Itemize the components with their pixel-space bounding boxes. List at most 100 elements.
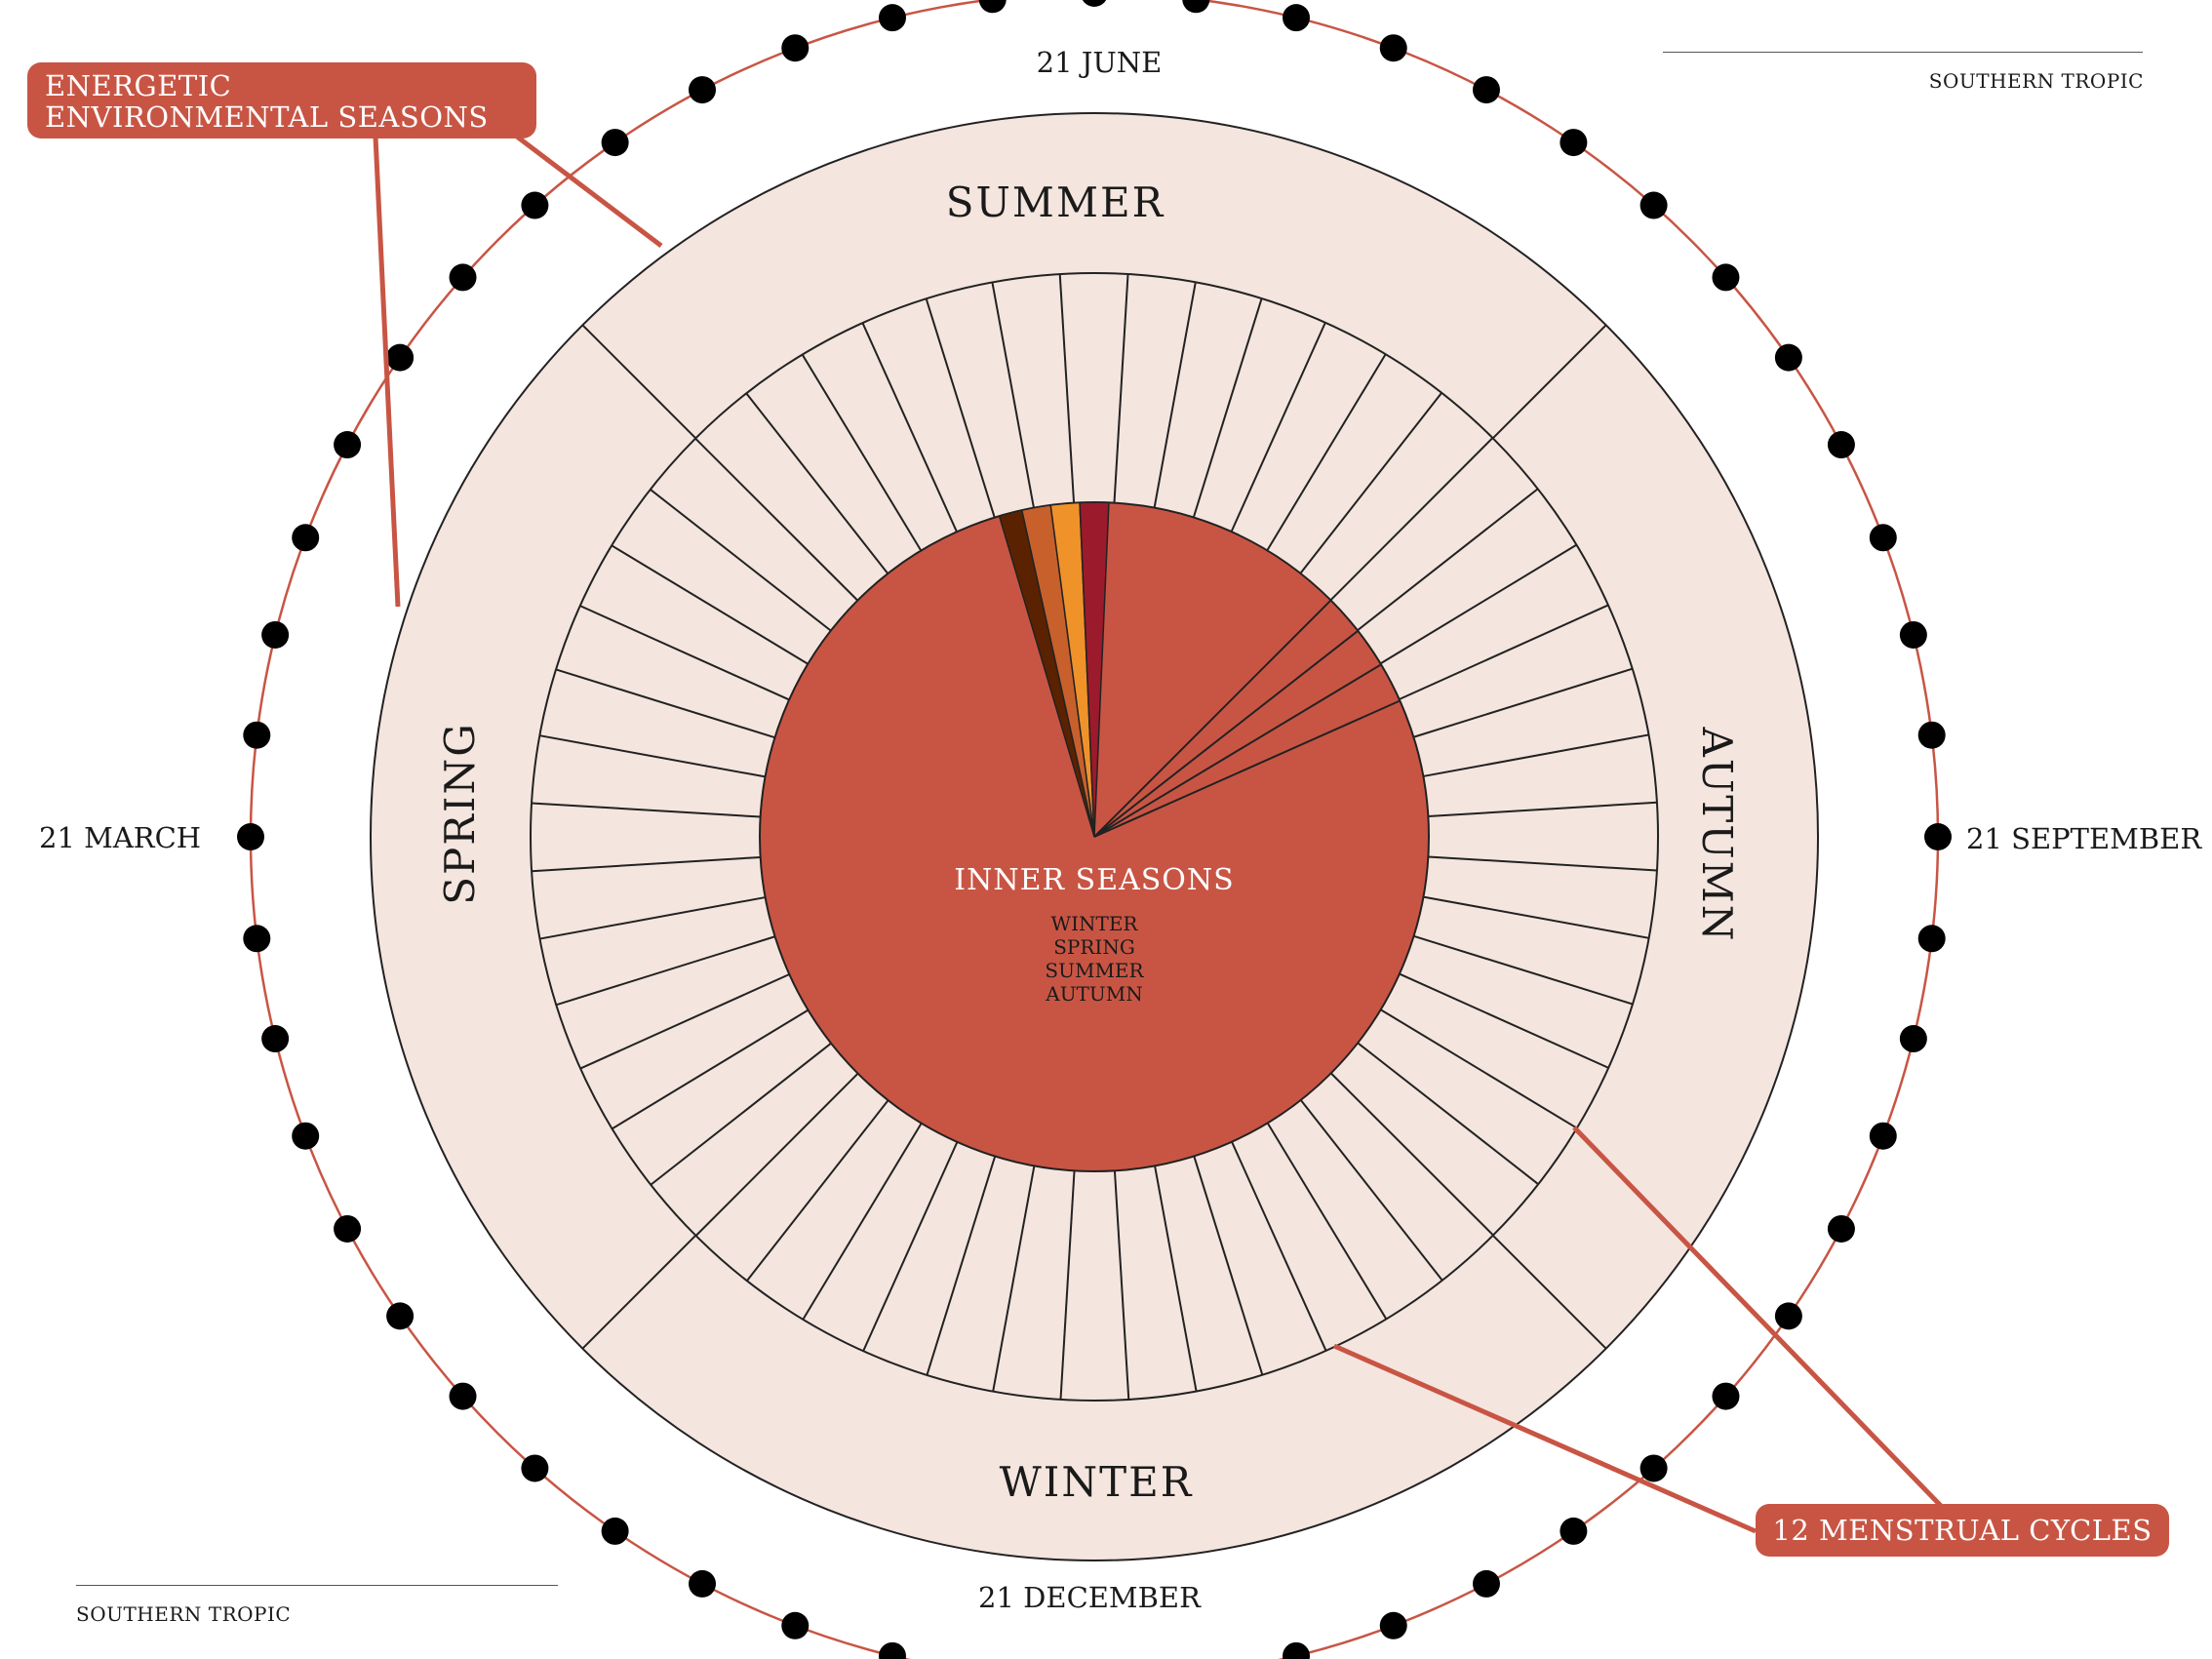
season-divider	[1492, 1235, 1607, 1350]
orbit-dot	[1917, 925, 1946, 953]
orbit-dot	[1869, 1122, 1897, 1150]
day-segment-line	[1230, 322, 1326, 533]
orbit-dot	[1917, 721, 1946, 749]
orbit-dot	[878, 1641, 906, 1659]
day-segment-line	[1413, 934, 1634, 1006]
day-segment-line	[1113, 1170, 1130, 1400]
orbit-dots	[237, 0, 1952, 1659]
inner-season-wedges	[998, 501, 1401, 838]
day-segment-line	[1266, 353, 1387, 551]
day-segment-line	[1357, 1042, 1539, 1185]
day-segment-line	[1153, 282, 1197, 508]
day-segment-line	[531, 802, 761, 818]
orbit-dot	[1283, 4, 1311, 32]
day-segment-line	[650, 489, 832, 632]
day-segment-line	[1413, 667, 1634, 738]
season-divider	[581, 324, 696, 439]
orbit-dot	[237, 823, 264, 850]
day-segment-line	[1266, 1122, 1388, 1320]
leader-menstrual-lower	[1332, 1343, 1758, 1534]
day-segment-line	[1299, 392, 1442, 574]
southern-tropic-label-top: SOUTHERN TROPIC	[1928, 69, 2144, 93]
day-segment-line	[802, 1123, 923, 1321]
season-label-winter: WINTER	[1000, 1458, 1194, 1506]
orbit-dot	[1379, 1611, 1407, 1639]
inner-season-spring: SPRING	[1053, 935, 1135, 959]
season-divider	[581, 1235, 696, 1350]
day-segment-line	[926, 1156, 997, 1376]
day-segment-line	[746, 1099, 889, 1282]
day-segment-line	[1399, 604, 1609, 700]
orbit-dot	[334, 431, 362, 459]
cycle-fan-line	[1093, 699, 1401, 838]
orbit-dot	[1560, 1517, 1588, 1545]
orbit-dot	[1472, 76, 1500, 104]
orbit-dot	[521, 191, 549, 219]
date-label-december: 21 DECEMBER	[978, 1581, 1202, 1614]
day-segment-line	[1380, 1008, 1578, 1129]
segment-lines	[531, 273, 1658, 1401]
callout-menstrual-cycles: 12 MENSTRUAL CYCLES	[1756, 1504, 2169, 1557]
inner-seasons-title: INNER SEASONS	[954, 863, 1234, 897]
orbit-dot	[386, 343, 415, 372]
day-segment-line	[1059, 1170, 1076, 1401]
day-segment-line	[1058, 274, 1076, 503]
day-segment-line	[1299, 1099, 1443, 1282]
inner-season-winter: WINTER	[1051, 912, 1139, 935]
day-segment-line	[611, 544, 809, 665]
inner-season-autumn: AUTUMN	[1045, 982, 1142, 1006]
orbit-dot	[1283, 1641, 1311, 1659]
orbit-dot	[1827, 431, 1855, 459]
orbit-dot	[1379, 34, 1407, 62]
day-segment-line	[1399, 972, 1609, 1069]
inner-season-summer: SUMMER	[1045, 959, 1144, 982]
day-segment-line	[1329, 1072, 1494, 1237]
season-label-autumn: AUTUMN	[1693, 727, 1741, 943]
orbit-dot	[1712, 263, 1740, 292]
orbit-dot	[386, 1302, 415, 1330]
day-segment-line	[1193, 1156, 1264, 1376]
day-segment-line	[991, 282, 1035, 508]
day-segment-line	[861, 322, 958, 533]
day-segment-line	[532, 855, 761, 873]
orbit-dot	[292, 1122, 320, 1150]
orbit-dot	[1082, 0, 1107, 7]
cycle-fan-line	[1093, 630, 1359, 838]
leader-energetic-left	[373, 136, 401, 608]
orbit-dot	[781, 34, 810, 62]
day-segment-line	[925, 297, 996, 518]
orbit-dot	[601, 1517, 629, 1545]
southern-tropic-label-bottom: SOUTHERN TROPIC	[76, 1602, 292, 1626]
wedge-autumn	[1079, 501, 1110, 838]
orbit-dot	[978, 0, 1007, 14]
day-segment-line	[862, 1141, 959, 1352]
tropic-bottom-rule	[76, 1585, 558, 1586]
day-segment-line	[694, 437, 859, 602]
orbit-dot	[261, 620, 290, 649]
date-label-june: 21 JUNE	[1037, 46, 1163, 79]
leader-menstrual-upper	[1572, 1126, 1945, 1510]
cycle-fan-line	[1093, 599, 1332, 838]
cycle-fan-line	[1093, 663, 1382, 838]
day-segment-line	[1231, 1141, 1327, 1352]
day-segment-line	[650, 1042, 832, 1186]
orbit-dot	[243, 721, 271, 749]
day-segment-line	[1329, 437, 1494, 602]
season-label-spring: SPRING	[436, 722, 484, 905]
day-segment-line	[539, 896, 766, 940]
orbit-dot	[1774, 1302, 1802, 1330]
day-segment-line	[801, 354, 923, 552]
callout-leaders	[373, 135, 1945, 1534]
orbit-dot	[1560, 129, 1588, 157]
orbit-dot	[1712, 1382, 1740, 1410]
orbit-dot	[292, 524, 320, 552]
orbit-dot	[689, 1569, 717, 1598]
leader-energetic-right	[515, 135, 663, 248]
orbit-dot	[449, 263, 477, 292]
date-label-september: 21 SEPTEMBER	[1966, 822, 2202, 855]
day-segment-line	[579, 973, 790, 1070]
orbit-dot	[334, 1214, 362, 1243]
day-segment-line	[555, 668, 775, 739]
callout-energetic-seasons: ENERGETIC ENVIRONMENTAL SEASONS	[27, 62, 536, 138]
